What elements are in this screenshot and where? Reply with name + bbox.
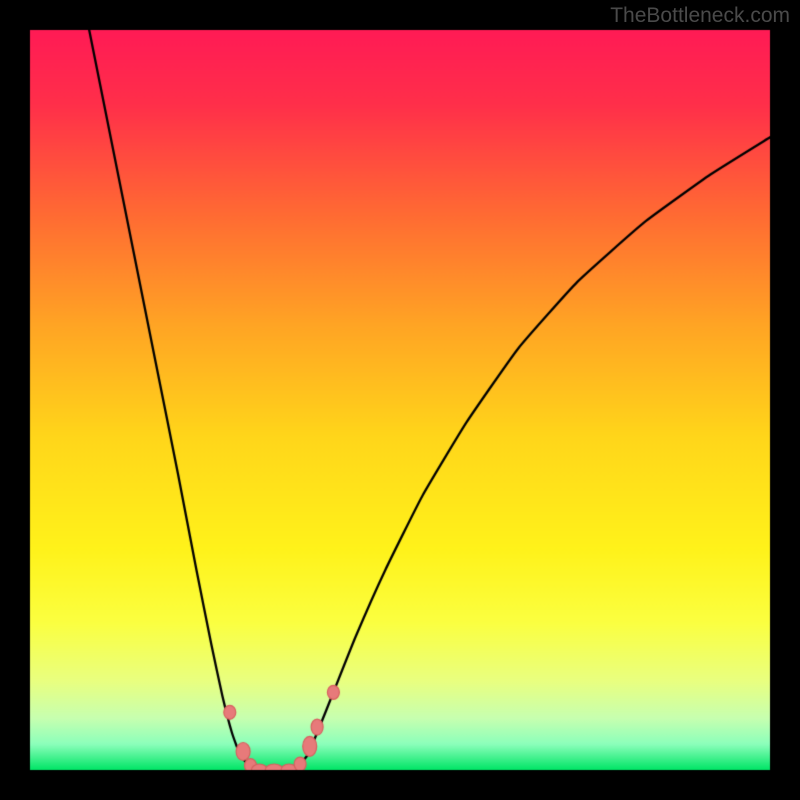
chart-stage: TheBottleneck.com xyxy=(0,0,800,800)
bottleneck-curve-canvas xyxy=(0,0,800,800)
